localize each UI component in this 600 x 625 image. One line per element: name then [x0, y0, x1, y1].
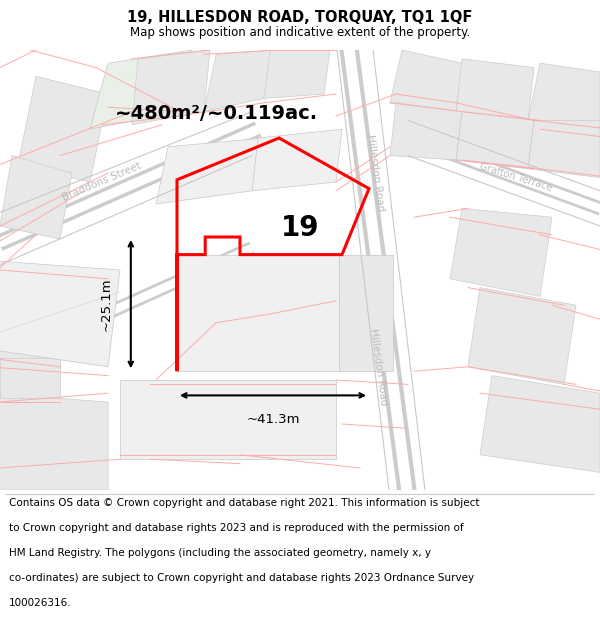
- Polygon shape: [0, 156, 72, 239]
- Text: ~41.3m: ~41.3m: [246, 413, 300, 426]
- Polygon shape: [390, 50, 462, 112]
- Polygon shape: [252, 129, 342, 191]
- Polygon shape: [0, 279, 60, 367]
- Text: 100026316.: 100026316.: [9, 598, 71, 608]
- Text: co-ordinates) are subject to Crown copyright and database rights 2023 Ordnance S: co-ordinates) are subject to Crown copyr…: [9, 573, 474, 583]
- Text: 19: 19: [281, 214, 319, 243]
- Polygon shape: [450, 208, 552, 296]
- Text: Hillesdon Road: Hillesdon Road: [368, 328, 388, 406]
- Polygon shape: [390, 102, 462, 160]
- Polygon shape: [90, 50, 192, 129]
- Text: Hillesdon Road: Hillesdon Road: [365, 134, 385, 212]
- Polygon shape: [528, 63, 600, 129]
- Text: to Crown copyright and database rights 2023 and is reproduced with the permissio: to Crown copyright and database rights 2…: [9, 523, 464, 533]
- Polygon shape: [0, 261, 120, 367]
- Polygon shape: [177, 254, 339, 371]
- Text: Grafton Terrace: Grafton Terrace: [478, 162, 554, 193]
- Polygon shape: [0, 358, 60, 398]
- Polygon shape: [264, 50, 330, 98]
- Text: Braddons Street: Braddons Street: [61, 161, 143, 203]
- Polygon shape: [480, 376, 600, 472]
- Polygon shape: [204, 50, 276, 112]
- Polygon shape: [468, 288, 576, 384]
- Text: HM Land Registry. The polygons (including the associated geometry, namely x, y: HM Land Registry. The polygons (includin…: [9, 548, 431, 558]
- Text: ~25.1m: ~25.1m: [100, 278, 113, 331]
- Polygon shape: [528, 121, 600, 177]
- Text: 19, HILLESDON ROAD, TORQUAY, TQ1 1QF: 19, HILLESDON ROAD, TORQUAY, TQ1 1QF: [127, 10, 473, 25]
- Polygon shape: [132, 50, 210, 125]
- Polygon shape: [120, 380, 336, 459]
- Polygon shape: [456, 112, 534, 169]
- Polygon shape: [156, 138, 264, 204]
- Text: Map shows position and indicative extent of the property.: Map shows position and indicative extent…: [130, 26, 470, 39]
- Text: ~480m²/~0.119ac.: ~480m²/~0.119ac.: [115, 104, 317, 123]
- Polygon shape: [0, 402, 48, 459]
- Polygon shape: [18, 76, 108, 182]
- Polygon shape: [456, 59, 534, 121]
- Text: Contains OS data © Crown copyright and database right 2021. This information is : Contains OS data © Crown copyright and d…: [9, 498, 479, 508]
- Polygon shape: [339, 254, 393, 371]
- Polygon shape: [0, 393, 108, 490]
